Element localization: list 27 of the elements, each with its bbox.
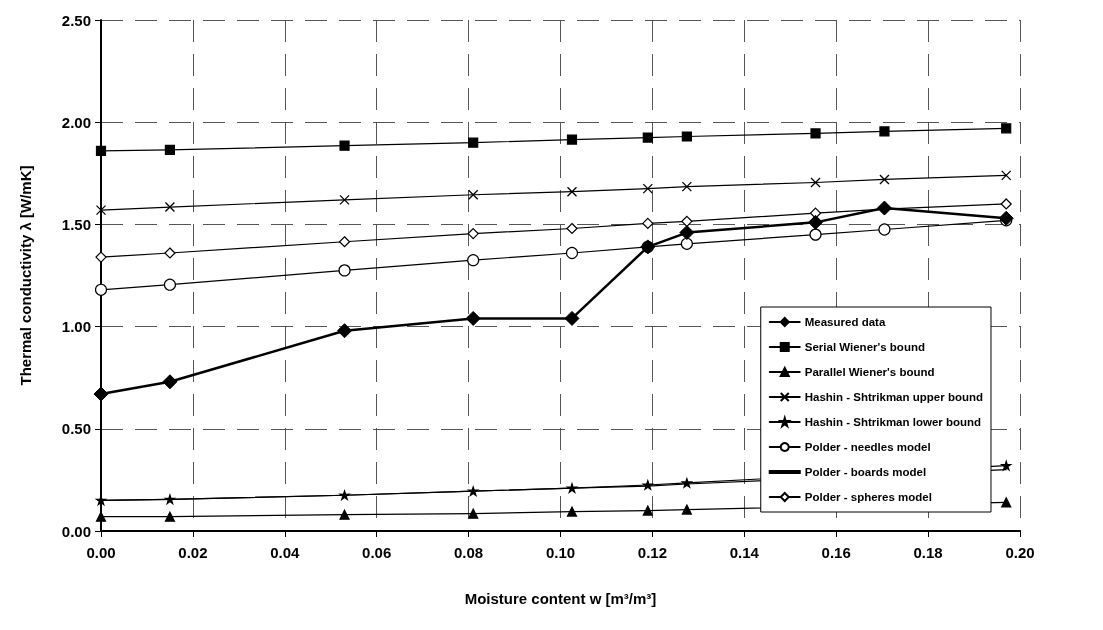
y-tick-label: 1.50: [61, 215, 91, 233]
x-tick-label: 0.10: [545, 544, 576, 561]
legend-label: Hashin - Shtrikman upper bound: [804, 391, 984, 403]
y-tick-label: 2.00: [61, 113, 91, 131]
x-tick-label: 0.20: [1005, 544, 1035, 561]
legend-label: Measured data: [804, 316, 886, 328]
legend-label: Polder - spheres model: [804, 491, 932, 503]
x-tick-label: 0.18: [913, 544, 943, 561]
x-tick-label: 0.08: [454, 544, 484, 561]
y-tick-label: 0.00: [61, 522, 91, 540]
y-tick-label: 1.00: [61, 318, 91, 336]
x-axis-title: Moisture content w [m³/m³]: [464, 590, 657, 607]
x-tick-label: 0.00: [86, 544, 116, 561]
x-tick-label: 0.02: [178, 544, 208, 561]
y-axis-title: Thermal conductivity λ [W/mK]: [17, 165, 34, 386]
y-tick-label: 0.50: [61, 420, 91, 438]
x-tick-label: 0.12: [637, 544, 667, 561]
legend-label: Polder - boards model: [804, 466, 927, 478]
legend-label: Hashin - Shtrikman lower bound: [804, 416, 982, 428]
x-tick-label: 0.14: [729, 544, 760, 561]
legend-label: Parallel Wiener's bound: [804, 366, 935, 378]
legend-label: Polder - needles model: [804, 441, 931, 453]
x-tick-label: 0.06: [362, 544, 392, 561]
legend-label: Serial Wiener's bound: [804, 341, 925, 353]
y-tick-label: 2.50: [61, 11, 91, 29]
x-tick-label: 0.04: [270, 544, 301, 561]
x-tick-label: 0.16: [821, 544, 851, 561]
